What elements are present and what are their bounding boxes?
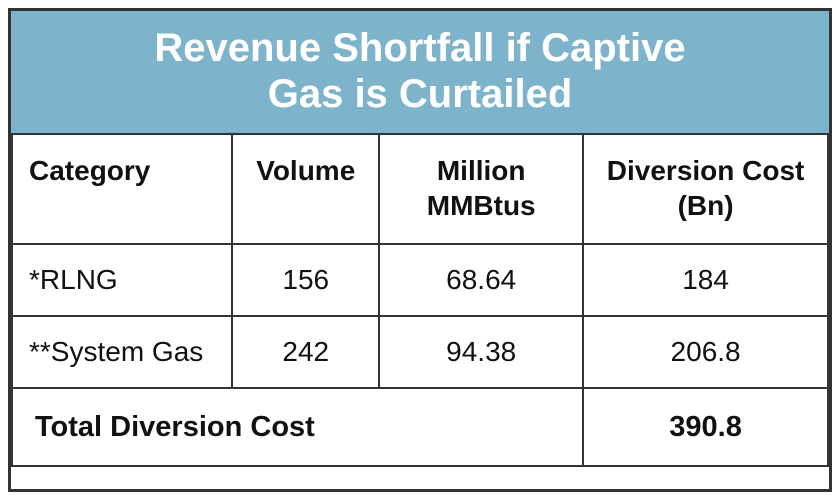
cell-diversion: 184	[583, 244, 828, 316]
header-row: Category Volume Million MMBtus Diversion…	[12, 134, 828, 244]
table-title: Revenue Shortfall if Captive Gas is Curt…	[11, 11, 829, 133]
col-header-volume: Volume	[232, 134, 379, 244]
title-line-1: Revenue Shortfall if Captive	[154, 26, 685, 70]
cell-mmbtus: 68.64	[379, 244, 583, 316]
col-header-category: Category	[12, 134, 232, 244]
diversion-line-1: Diversion Cost	[607, 155, 805, 186]
revenue-shortfall-table: Revenue Shortfall if Captive Gas is Curt…	[8, 8, 832, 492]
col-header-diversion: Diversion Cost (Bn)	[583, 134, 828, 244]
title-line-2: Gas is Curtailed	[268, 72, 573, 116]
cell-mmbtus: 94.38	[379, 316, 583, 388]
data-table: Category Volume Million MMBtus Diversion…	[11, 133, 829, 467]
cell-diversion: 206.8	[583, 316, 828, 388]
col-header-mmbtus: Million MMBtus	[379, 134, 583, 244]
cell-category: **System Gas	[12, 316, 232, 388]
mmbtus-line-1: Million	[437, 155, 526, 186]
diversion-line-2: (Bn)	[678, 190, 734, 221]
table-row: **System Gas 242 94.38 206.8	[12, 316, 828, 388]
table-row: *RLNG 156 68.64 184	[12, 244, 828, 316]
total-value: 390.8	[583, 388, 828, 466]
cell-volume: 156	[232, 244, 379, 316]
total-label: Total Diversion Cost	[12, 388, 583, 466]
cell-volume: 242	[232, 316, 379, 388]
mmbtus-line-2: MMBtus	[427, 190, 536, 221]
cell-category: *RLNG	[12, 244, 232, 316]
total-row: Total Diversion Cost 390.8	[12, 388, 828, 466]
